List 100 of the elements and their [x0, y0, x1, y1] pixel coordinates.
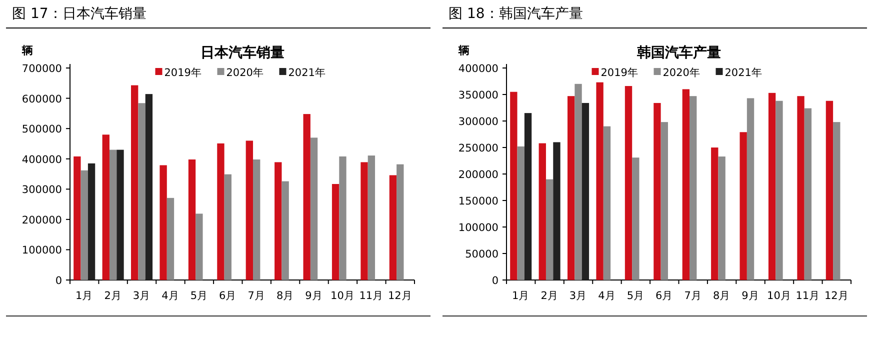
x-tick-label: 11月	[359, 290, 384, 302]
chart-title: 图 18：韩国汽车产量	[448, 6, 583, 22]
bar	[826, 100, 834, 280]
bar	[603, 126, 611, 280]
bar	[74, 156, 81, 280]
y-tick-label: 150000	[458, 196, 498, 208]
bar	[102, 134, 110, 280]
bar	[166, 198, 174, 280]
bar	[109, 150, 117, 280]
chart-subtitle: 韩国汽车产量	[636, 44, 721, 61]
bar	[582, 102, 590, 280]
x-tick-label: 11月	[796, 290, 820, 302]
bar	[574, 84, 582, 280]
y-tick-label: 600000	[22, 93, 62, 106]
bar	[833, 122, 840, 280]
x-tick-label: 4月	[162, 290, 180, 302]
bar	[711, 148, 718, 280]
bar	[116, 150, 124, 280]
x-tick-label: 9月	[305, 290, 323, 302]
bar	[145, 94, 153, 280]
bar	[510, 92, 518, 280]
y-tick-label: 0	[55, 275, 62, 287]
y-tick-label: 250000	[458, 142, 498, 154]
legend-label: 2019年	[164, 67, 202, 79]
x-tick-label: 7月	[684, 290, 702, 302]
x-tick-label: 8月	[712, 290, 731, 302]
bar	[188, 159, 196, 280]
bar	[253, 159, 260, 280]
x-tick-label: 1月	[76, 290, 94, 302]
bar	[80, 170, 88, 280]
y-tick-label: 0	[492, 275, 498, 287]
bar	[274, 162, 282, 280]
bar	[746, 98, 754, 280]
legend-label: 2020年	[226, 67, 264, 79]
bar	[553, 142, 560, 280]
bar	[654, 102, 661, 280]
y-tick-label: 500000	[22, 124, 62, 136]
bar	[517, 146, 524, 280]
y-tick-label: 300000	[22, 184, 62, 196]
bar	[368, 156, 376, 280]
bar	[196, 214, 203, 280]
y-tick-label: 100000	[458, 222, 498, 234]
bar	[804, 108, 812, 280]
bar	[88, 163, 96, 280]
y-tick-label: 200000	[22, 214, 62, 226]
x-tick-label: 10月	[767, 290, 792, 302]
bar	[310, 138, 318, 280]
bar	[389, 175, 397, 280]
bar	[740, 132, 747, 280]
bar	[546, 179, 554, 280]
bar	[339, 156, 346, 280]
x-tick-label: 4月	[598, 290, 616, 302]
legend-label: 2019年	[600, 67, 638, 79]
bar	[797, 96, 804, 280]
x-tick-label: 5月	[190, 290, 208, 302]
bar	[538, 143, 546, 280]
x-tick-label: 9月	[742, 290, 760, 302]
bar	[138, 103, 146, 280]
bar	[360, 162, 368, 280]
legend-label: 2021年	[724, 67, 762, 79]
bar	[624, 86, 632, 280]
y-tick-label: 100000	[22, 244, 62, 257]
bar	[303, 114, 310, 280]
legend-label: 2020年	[662, 67, 700, 79]
x-tick-label: 8月	[276, 290, 294, 302]
y-tick-label: 400000	[22, 154, 62, 166]
x-tick-label: 3月	[569, 290, 588, 302]
bar	[690, 96, 697, 280]
bar	[217, 143, 224, 280]
bar	[246, 140, 254, 280]
chart-title: 图 17：日本汽车销量	[12, 6, 146, 22]
bar	[682, 89, 690, 280]
y-axis-title: 辆	[458, 44, 470, 57]
x-tick-label: 12月	[388, 290, 412, 302]
x-tick-label: 7月	[248, 290, 266, 302]
x-tick-label: 12月	[824, 290, 849, 302]
x-tick-label: 1月	[512, 290, 530, 302]
x-tick-label: 5月	[626, 290, 645, 302]
y-tick-label: 350000	[458, 90, 498, 102]
y-tick-label: 200000	[458, 169, 498, 181]
bar	[160, 165, 167, 280]
x-tick-label: 3月	[132, 290, 151, 302]
bar	[524, 113, 532, 280]
bar	[776, 100, 783, 280]
x-tick-label: 2月	[540, 290, 558, 302]
x-tick-label: 6月	[219, 290, 237, 302]
bar	[224, 174, 232, 280]
bar	[282, 181, 289, 280]
y-tick-label: 50000	[465, 248, 498, 260]
bar	[396, 164, 404, 280]
y-tick-label: 400000	[458, 63, 498, 75]
chart-subtitle: 日本汽车销量	[200, 44, 284, 61]
x-tick-label: 6月	[656, 290, 674, 302]
bar	[632, 158, 640, 280]
legend-label: 2021年	[288, 67, 326, 79]
bar	[568, 96, 575, 280]
y-tick-label: 700000	[22, 63, 62, 75]
bar	[596, 82, 604, 280]
x-tick-label: 10月	[330, 290, 355, 302]
bar	[332, 184, 340, 280]
